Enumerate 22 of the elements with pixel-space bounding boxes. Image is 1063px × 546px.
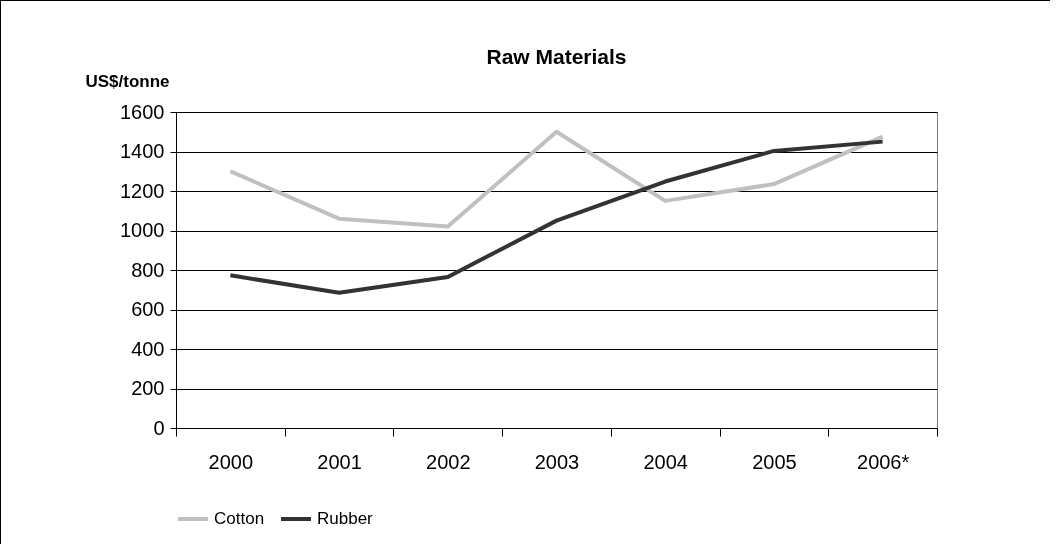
x-tick-label: 2001 <box>317 450 362 473</box>
x-tick-label: 2005 <box>752 450 797 473</box>
y-tick-label: 800 <box>131 258 165 281</box>
legend-label: Cotton <box>214 509 265 528</box>
legend-label: Rubber <box>317 509 374 528</box>
y-tick-label: 1600 <box>120 100 165 123</box>
y-tick-label: 1200 <box>120 179 165 202</box>
chart-title: Raw Materials <box>486 45 627 68</box>
x-tick-label: 2006* <box>857 450 910 473</box>
x-tick-label: 2004 <box>643 450 688 473</box>
y-tick-label: 1400 <box>120 140 165 162</box>
line-series <box>228 139 885 295</box>
y-tick-label: 1000 <box>120 219 165 241</box>
y-tick-label: 600 <box>131 298 165 320</box>
y-tick-label: 0 <box>153 416 165 439</box>
y-tick-label: 400 <box>131 337 165 360</box>
y-tick-label: 200 <box>131 377 165 399</box>
x-tick-label: 2000 <box>208 450 254 473</box>
y-axis-title: US$/tonne <box>85 71 170 91</box>
x-tick-label: 2003 <box>534 450 580 473</box>
line-series <box>228 129 885 229</box>
x-tick-label: 2002 <box>426 450 471 473</box>
